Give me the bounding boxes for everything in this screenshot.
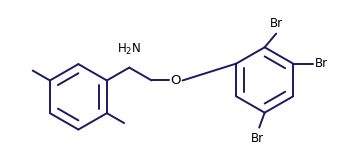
Text: Br: Br: [251, 132, 264, 145]
Text: O: O: [170, 74, 181, 87]
Text: Br: Br: [315, 57, 328, 70]
Text: Br: Br: [269, 17, 283, 30]
Text: H$_2$N: H$_2$N: [117, 42, 141, 57]
